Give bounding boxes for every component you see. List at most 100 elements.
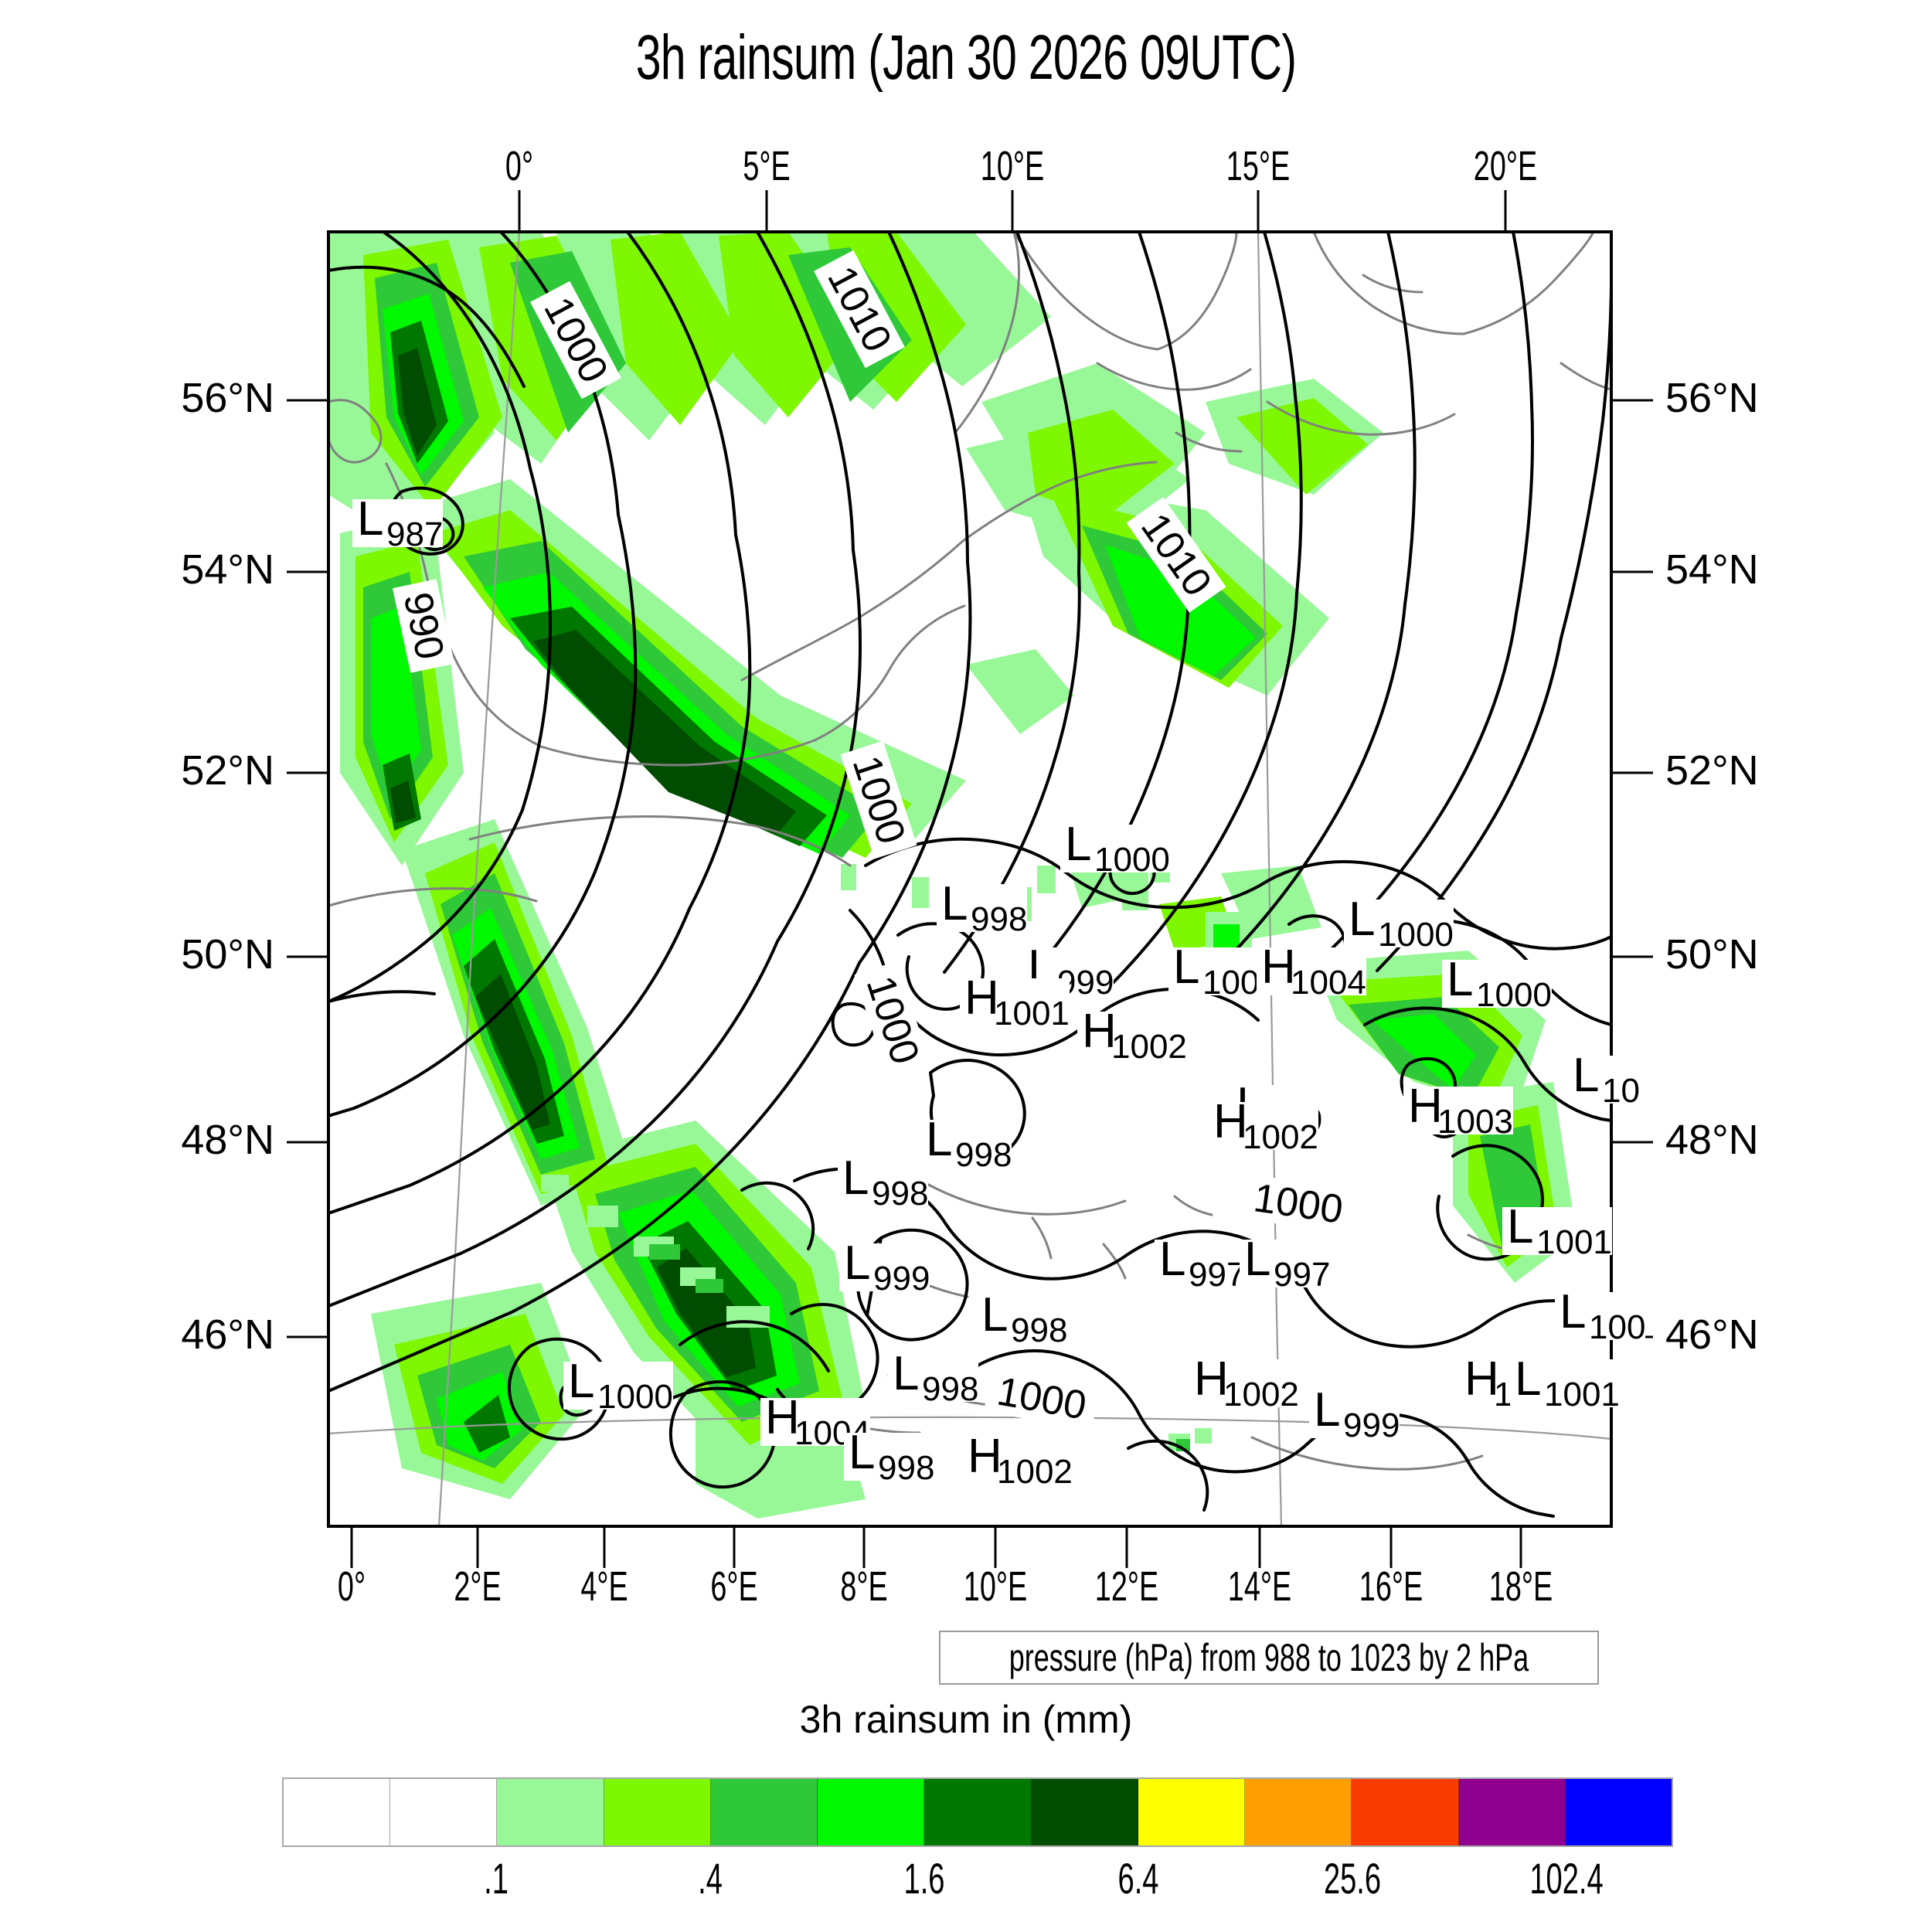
lat-tick-left-0: 56°N	[181, 375, 274, 421]
svg-text:1: 1	[1494, 1376, 1512, 1413]
pressure-center-l-25: L 999	[1309, 1383, 1400, 1444]
svg-text:H: H	[765, 1391, 800, 1444]
svg-text:L: L	[1173, 940, 1199, 994]
svg-text:L: L	[1065, 818, 1091, 871]
lat-tick-right-4: 48°N	[1665, 1117, 1759, 1163]
pressure-center-h-26: H1	[1460, 1352, 1512, 1413]
lon-tick-top-4: 20°E	[1473, 143, 1538, 189]
lat-tick-left-5: 46°N	[181, 1311, 274, 1358]
svg-text:1001: 1001	[994, 995, 1070, 1032]
lon-tick-top-3: 15°E	[1226, 143, 1291, 189]
svg-text:998: 998	[971, 900, 1027, 938]
pressure-center-l-7: L 1000	[1442, 953, 1552, 1014]
lon-tick-top-1: 5°E	[743, 143, 791, 189]
pressure-center-l-22: L 998	[888, 1347, 978, 1408]
pressure-center-l-23: L 1000	[563, 1355, 673, 1416]
map-frame	[327, 230, 1613, 1528]
svg-text:L: L	[1507, 1200, 1533, 1253]
svg-text:1003: 1003	[1437, 1103, 1513, 1141]
svg-text:997: 997	[1274, 1256, 1330, 1294]
colorbar-tick-0: .1	[484, 1854, 509, 1903]
lon-tick-top-2: 10°E	[980, 143, 1045, 189]
svg-text:1001: 1001	[1544, 1376, 1620, 1413]
svg-text:987: 987	[386, 515, 443, 553]
svg-text:H: H	[1213, 1095, 1248, 1148]
svg-text:H: H	[1194, 1352, 1229, 1406]
svg-text:1000: 1000	[1476, 976, 1552, 1014]
lat-tick-right-3: 50°N	[1665, 931, 1759, 978]
svg-text:H: H	[1464, 1352, 1499, 1406]
svg-text:998: 998	[922, 1370, 978, 1408]
lat-tick-left-2: 52°N	[181, 747, 274, 794]
svg-text:998: 998	[1011, 1311, 1067, 1349]
svg-text:L: L	[844, 1236, 870, 1290]
lon-tick-bottom-5: 10°E	[963, 1563, 1028, 1610]
lat-tick-right-0: 56°N	[1665, 375, 1759, 421]
contour-label-3: 990	[392, 579, 455, 673]
colorbar-cell-5	[818, 1779, 925, 1845]
axis-ticks	[287, 190, 1653, 1568]
lon-tick-bottom-2: 4°E	[580, 1563, 628, 1610]
lon-tick-bottom-6: 12°E	[1094, 1563, 1159, 1610]
colorbar-cell-7	[1031, 1779, 1138, 1845]
pressure-center-l-17: L 997	[1155, 1233, 1245, 1294]
svg-text:997: 997	[1189, 1256, 1245, 1294]
colorbar-tick-1: .4	[697, 1854, 723, 1903]
svg-text:1000: 1000	[1378, 916, 1454, 954]
colorbar-tick-5: 102.4	[1529, 1854, 1604, 1903]
pressure-center-l-18: L 997	[1240, 1233, 1330, 1294]
svg-text:L: L	[357, 492, 383, 546]
lat-tick-left-4: 48°N	[181, 1117, 274, 1163]
svg-text:L: L	[1314, 1383, 1340, 1437]
lon-tick-bottom-3: 6°E	[710, 1563, 758, 1610]
svg-text:H: H	[964, 971, 999, 1025]
svg-text:L: L	[1244, 1233, 1270, 1286]
svg-text:H: H	[1082, 1005, 1117, 1058]
svg-text:L: L	[1560, 1285, 1586, 1338]
lon-tick-bottom-4: 8°E	[840, 1563, 888, 1610]
svg-text:1002: 1002	[1243, 1118, 1318, 1156]
svg-text:H: H	[1261, 940, 1296, 994]
colorbar-cell-10	[1352, 1779, 1459, 1845]
pressure-center-l-10: L 998	[921, 1113, 1012, 1174]
precipitation-field	[328, 232, 1577, 1519]
svg-text:L: L	[568, 1355, 594, 1408]
colorbar-cell-11	[1458, 1779, 1566, 1845]
svg-text:L: L	[926, 1113, 952, 1166]
pressure-center-l-19: L 1001	[1502, 1200, 1612, 1261]
svg-text:10: 10	[1602, 1072, 1640, 1110]
colorbar-cell-3	[604, 1779, 711, 1845]
svg-text:998: 998	[955, 1136, 1012, 1174]
lat-tick-left-1: 54°N	[181, 546, 274, 593]
svg-text:1000: 1000	[1094, 841, 1170, 879]
lon-tick-bottom-1: 2°E	[454, 1563, 502, 1610]
lat-tick-left-3: 50°N	[181, 931, 274, 978]
svg-text:1004: 1004	[1291, 964, 1366, 1002]
pressure-center-l-1: L 1000	[1060, 818, 1170, 879]
svg-text:L: L	[1447, 953, 1473, 1006]
colorbar-cell-2	[497, 1779, 604, 1845]
svg-text:998: 998	[878, 1449, 934, 1487]
lat-tick-right-5: 46°N	[1665, 1311, 1759, 1358]
svg-text:L: L	[941, 877, 968, 930]
svg-text:L: L	[1573, 1049, 1599, 1102]
lon-tick-bottom-0: 0°	[337, 1563, 366, 1610]
svg-text:H: H	[1408, 1080, 1443, 1133]
lat-tick-right-1: 54°N	[1665, 546, 1759, 593]
lon-tick-bottom-7: 14°E	[1227, 1563, 1292, 1610]
svg-text:L: L	[849, 1426, 875, 1479]
pressure-center-l-27: L 1001	[1510, 1352, 1620, 1413]
colorbar-tick-2: 1.6	[903, 1854, 945, 1903]
pressure-center-l-16: L 999	[839, 1236, 930, 1298]
pressure-center-l-2: L 998	[937, 877, 1027, 938]
svg-text:H: H	[968, 1430, 1002, 1483]
svg-text:L: L	[1159, 1233, 1185, 1286]
